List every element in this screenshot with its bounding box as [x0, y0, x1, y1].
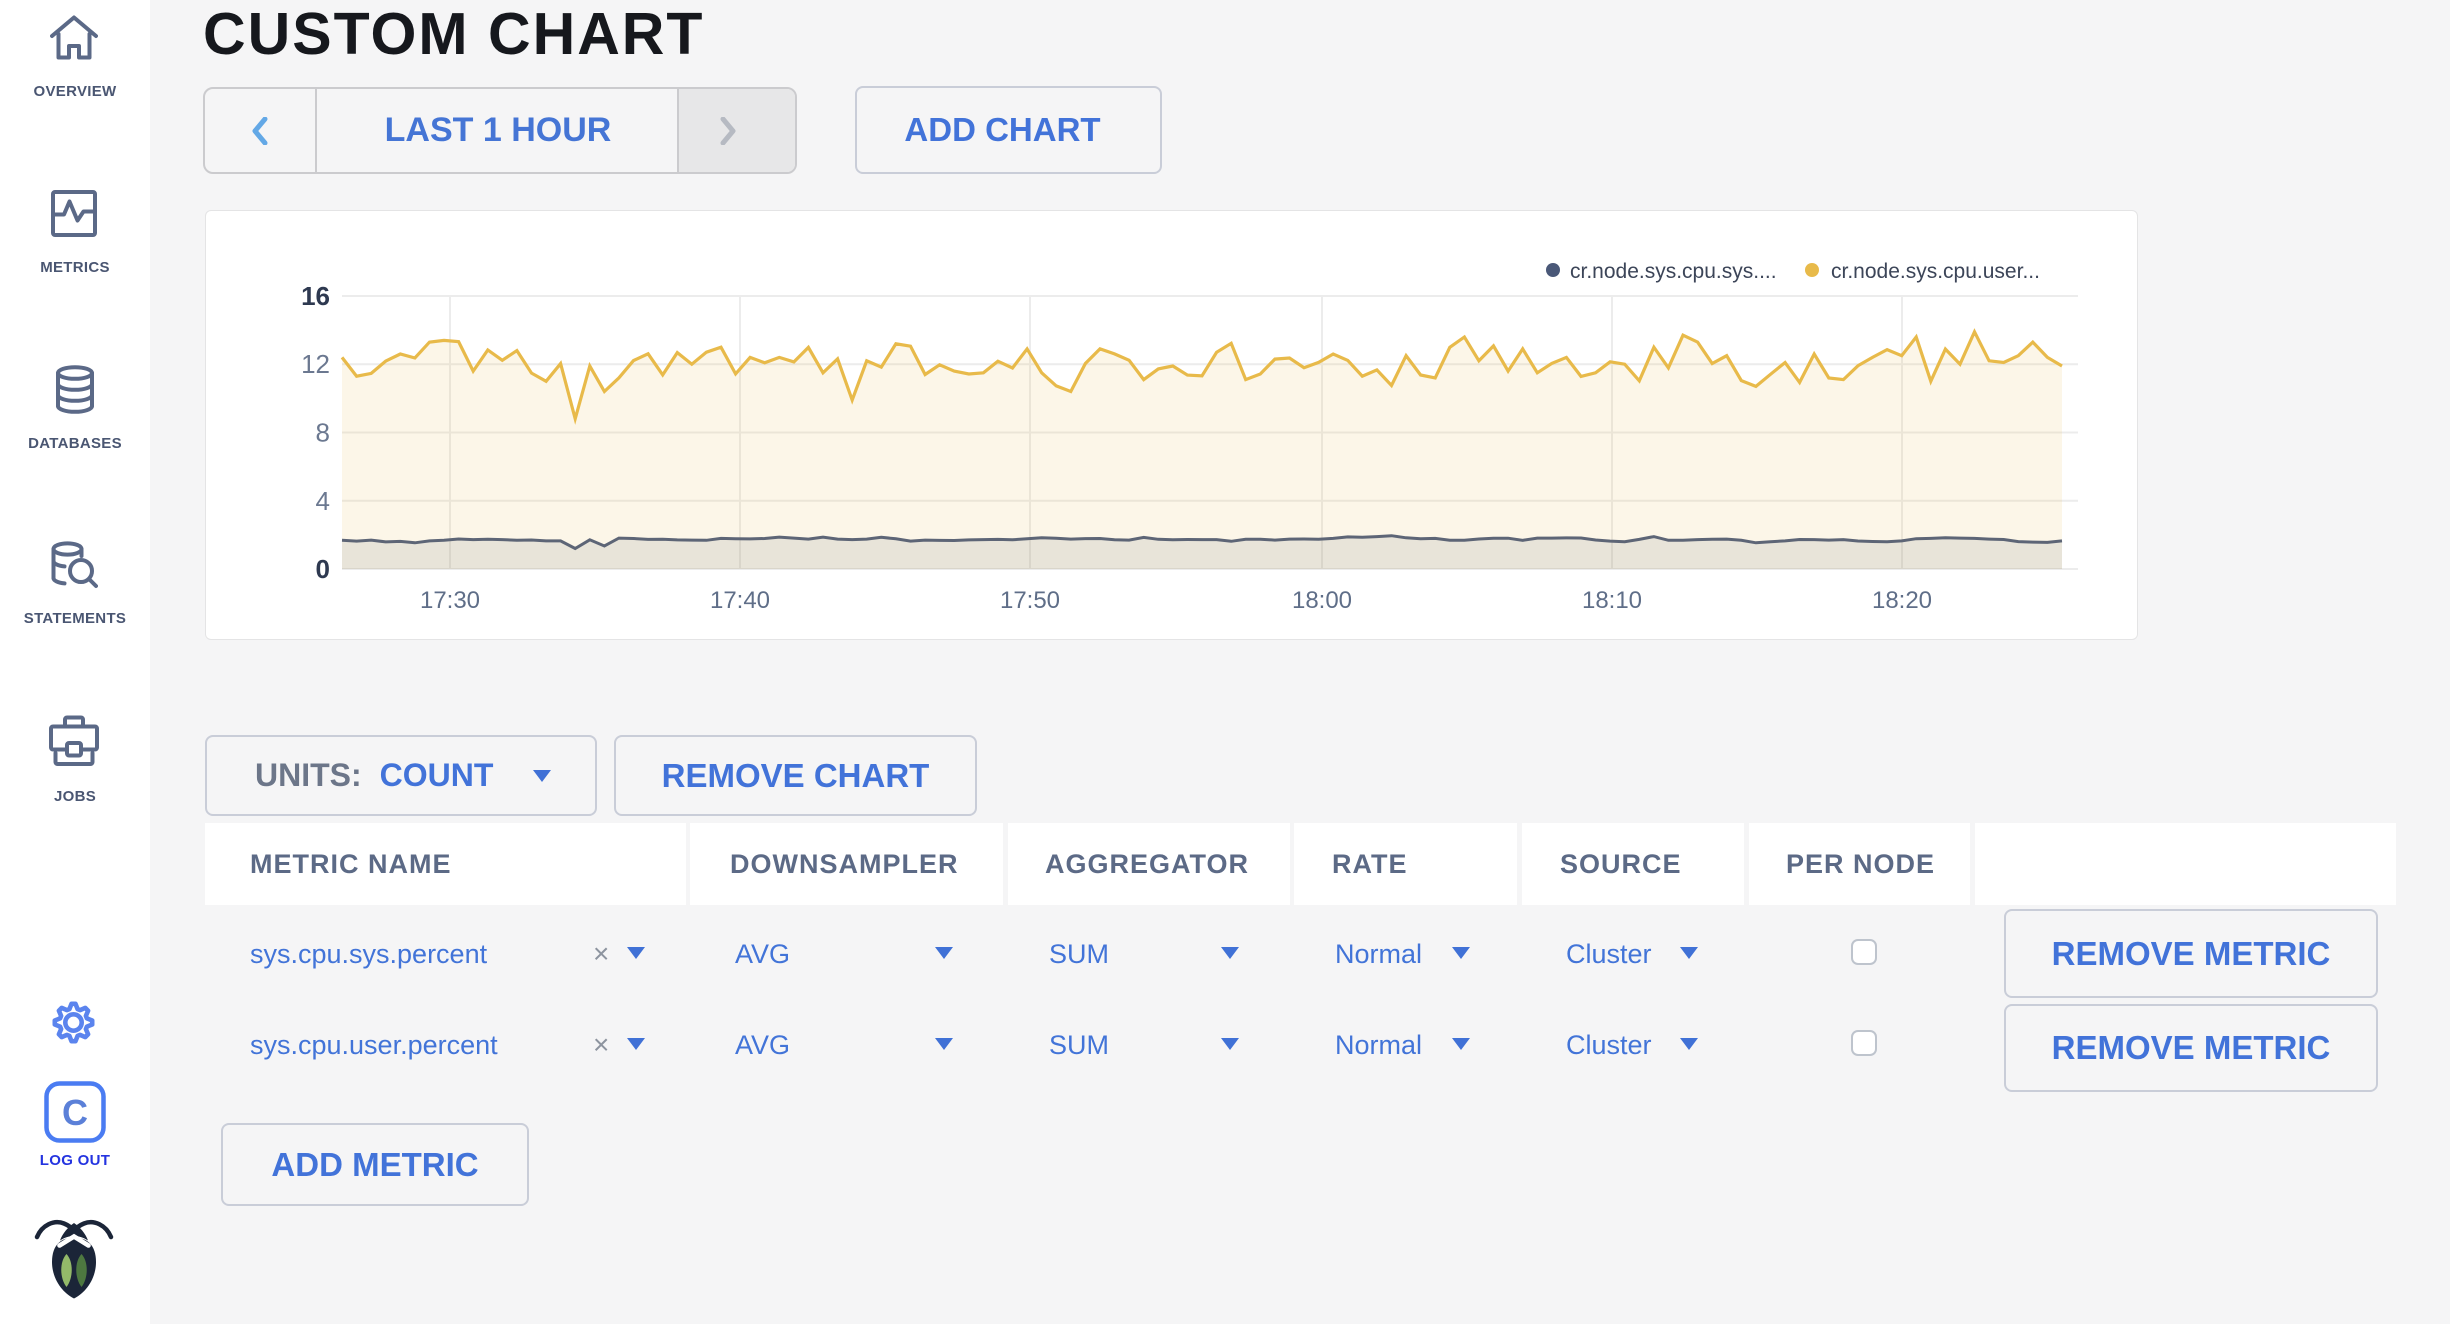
svg-text:18:20: 18:20: [1872, 587, 1932, 614]
svg-text:C: C: [62, 1092, 88, 1133]
svg-text:cr.node.sys.cpu.user...: cr.node.sys.cpu.user...: [1831, 260, 2040, 283]
svg-text:17:30: 17:30: [420, 587, 480, 614]
svg-text:18:00: 18:00: [1292, 587, 1352, 614]
svg-text:16: 16: [301, 281, 330, 311]
svg-text:4: 4: [316, 486, 330, 516]
svg-text:12: 12: [301, 349, 330, 379]
svg-text:17:50: 17:50: [1000, 587, 1060, 614]
svg-text:18:10: 18:10: [1582, 587, 1642, 614]
svg-text:8: 8: [316, 418, 330, 448]
svg-text:17:40: 17:40: [710, 587, 770, 614]
svg-text:0: 0: [316, 554, 330, 584]
svg-text:cr.node.sys.cpu.sys....: cr.node.sys.cpu.sys....: [1570, 260, 1777, 283]
